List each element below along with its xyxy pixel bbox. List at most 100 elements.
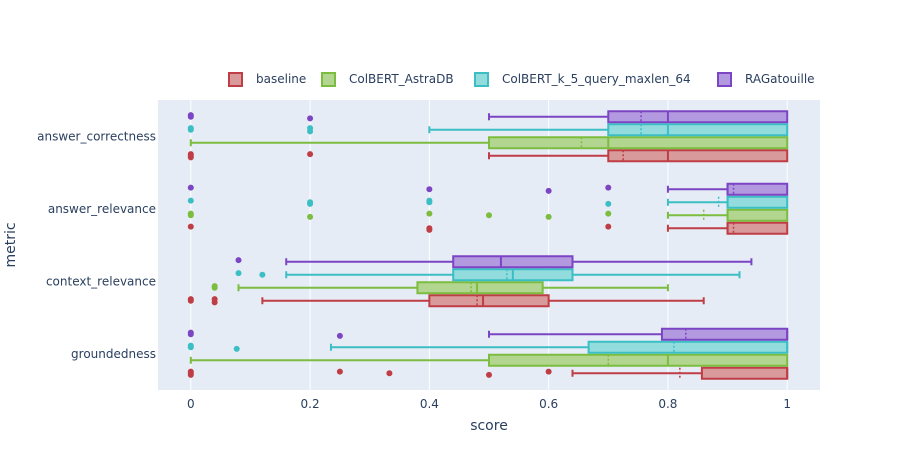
outlier-point [426,186,433,193]
box-RAGatouille-groundedness [187,327,789,341]
outlier-point [605,184,612,191]
outlier-point [426,226,433,233]
box-ColBERT_k_5_query_maxlen_64-context_relevance [235,268,741,282]
legend-swatch [228,72,243,87]
outlier-point [307,125,314,132]
legend-item-ColBERT_AstraDB[interactable]: ColBERT_AstraDB [321,72,454,87]
outlier-point [187,297,194,304]
x-axis-title: score [470,418,508,434]
outlier-point [426,199,433,206]
series-RAGatouille [187,110,789,341]
legend-label: baseline [256,72,306,86]
box-ColBERT_k_5_query_maxlen_64-answer_correctness [187,123,789,137]
x-tick-label: 1 [783,397,791,411]
outlier-point [545,187,552,194]
x-tick-label: 0.2 [301,397,320,411]
box-ColBERT_AstraDB-answer_relevance [187,208,789,222]
iqr-box [700,366,789,380]
outlier-point [235,257,242,264]
outlier-point [187,113,194,120]
box-baseline-answer_correctness [187,149,789,163]
box-ColBERT_k_5_query_maxlen_64-answer_relevance [187,195,789,209]
series-baseline [187,149,789,380]
outlier-point [336,332,343,339]
iqr-box [416,281,544,295]
iqr-box [607,149,789,163]
outlier-point [486,212,492,219]
legend[interactable]: baseline ColBERT_AstraDB ColBERT_k_5_query… [228,72,815,87]
outlier-point [307,200,314,207]
box-ColBERT_k_5_query_maxlen_64-groundedness [187,340,789,354]
boxes [187,110,789,380]
box-baseline-answer_relevance [187,221,789,235]
outlier-point [211,296,218,303]
outlier-point [187,223,194,230]
outlier-point [211,284,218,291]
iqr-box [587,340,789,354]
outlier-point [545,368,552,375]
outlier-point [187,197,194,204]
outlier-point [187,126,194,133]
box-RAGatouille-answer_relevance [187,182,789,196]
legend-swatch [717,72,732,87]
outlier-point [605,200,612,207]
x-tick-label: 0 [187,397,195,411]
legend-item-ColBERT_k_5_query_maxlen_64[interactable]: ColBERT_k_5_query_maxlen_64 [474,72,691,87]
box-RAGatouille-answer_correctness [187,110,789,124]
outlier-point [187,184,194,191]
outlier-point [187,344,194,351]
outlier-point [187,371,194,378]
iqr-box [428,294,550,308]
legend-label: ColBERT_k_5_query_maxlen_64 [502,72,691,86]
iqr-box [607,110,789,124]
legend-item-baseline[interactable]: baseline [228,72,306,87]
axes: 0 0.2 0.4 0.6 0.8 1 answer_correctness answer_r… [37,129,791,411]
legend-label: ColBERT_AstraDB [349,72,454,86]
box-ColBERT_AstraDB-answer_correctness [189,136,789,150]
box-ColBERT_AstraDB-context_relevance [211,281,669,295]
y-tick-label: groundedness [71,347,156,361]
iqr-box [488,353,789,367]
y-tick-label: context_relevance [46,274,156,288]
outlier-point [233,345,240,352]
y-tick-label: answer_relevance [48,202,156,216]
outlier-point [486,371,492,378]
outlier-point [187,331,194,338]
outlier-point [605,210,612,217]
outlier-point [307,213,314,220]
outlier-point [426,210,433,217]
legend-swatch [321,72,336,87]
iqr-box [488,136,789,150]
outlier-point [605,223,612,230]
outlier-point [187,212,194,219]
outlier-point [307,151,314,158]
legend-label: RAGatouille [745,72,815,86]
y-axis-title: metric [3,222,19,267]
outlier-point [307,115,314,122]
series-ColBERT_k_5_query_maxlen_64 [187,123,789,354]
x-tick-label: 0.8 [658,397,677,411]
y-tick-label: answer_correctness [37,129,156,143]
iqr-box [726,195,789,209]
box-ColBERT_AstraDB-groundedness [189,353,789,367]
series-ColBERT_AstraDB [187,136,789,367]
x-tick-label: 0.6 [539,397,558,411]
box-RAGatouille-context_relevance [235,255,753,269]
outlier-point [235,270,242,277]
legend-item-RAGatouille[interactable]: RAGatouille [717,72,815,87]
outlier-point [187,154,194,161]
iqr-box [726,182,789,196]
box-baseline-context_relevance [187,294,705,308]
iqr-box [726,221,789,235]
iqr-box [726,208,789,222]
iqr-box [660,327,789,341]
outlier-point [545,213,552,220]
box-baseline-groundedness [187,366,789,380]
legend-swatch [474,72,489,87]
x-tick-label: 0.4 [420,397,439,411]
iqr-box [452,255,574,269]
outlier-point [259,271,266,278]
iqr-box [607,123,789,137]
